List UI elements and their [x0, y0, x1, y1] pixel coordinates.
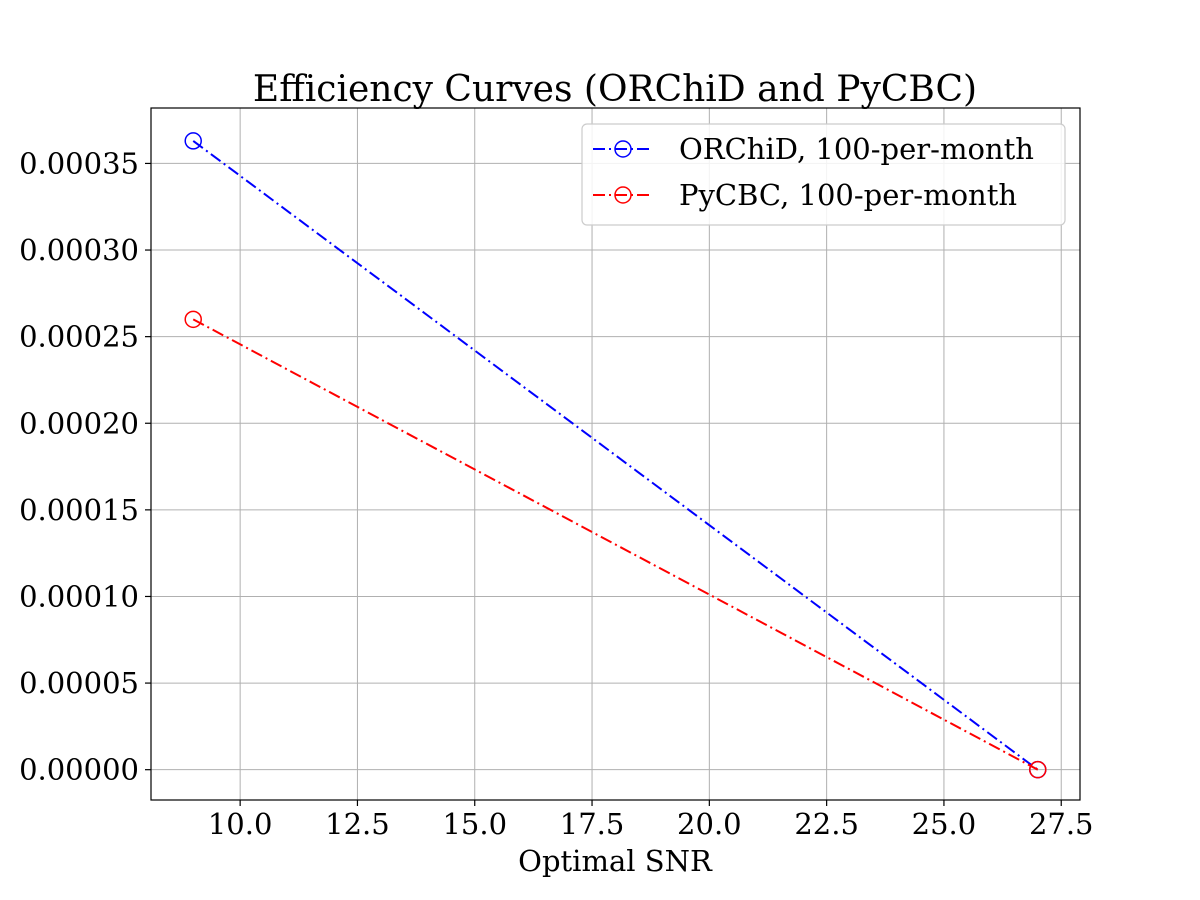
y-tick-label: 0.00020: [19, 406, 139, 440]
x-tick-label: 17.5: [560, 807, 625, 841]
x-tick-label: 20.0: [677, 807, 742, 841]
y-tick-label: 0.00015: [19, 493, 139, 527]
x-tick-label: 15.0: [442, 807, 507, 841]
data-point: [1029, 760, 1047, 779]
legend-entry-orchid: ORChiD, 100-per-month: [593, 132, 1034, 166]
legend-label-pycbc: PyCBC, 100-per-month: [679, 178, 1017, 212]
series-layer: [184, 132, 1047, 779]
legend-label-orchid: ORChiD, 100-per-month: [679, 132, 1034, 166]
series-pycbc: [184, 310, 1047, 779]
plot-frame: [150, 107, 1081, 801]
series-line: [192, 318, 1039, 771]
x-tick-label: 25.0: [912, 807, 977, 841]
legend: ORChiD, 100-per-month PyCBC, 100-per-mon…: [581, 123, 1066, 226]
legend-box: [581, 123, 1066, 226]
axis-ticks: 10.0 12.5 15.0 17.5 20.0 22.5 25.0 27.5 0.00000 0…: [19, 146, 1093, 841]
y-tick-label: 0.00000: [19, 753, 139, 787]
chart-title: Efficiency Curves (ORChiD and PyCBC): [253, 69, 977, 110]
x-tick-label: 10.0: [208, 807, 273, 841]
y-tick-label: 0.00035: [19, 146, 139, 180]
x-axis-label: Optimal SNR: [518, 844, 713, 878]
y-tick-label: 0.00030: [19, 233, 139, 267]
data-point: [184, 310, 202, 329]
x-tick-label: 27.5: [1029, 807, 1094, 841]
legend-entry-pycbc: PyCBC, 100-per-month: [593, 178, 1017, 212]
y-tick-label: 0.00010: [19, 579, 139, 613]
legend-marker-pycbc: [614, 186, 632, 204]
x-tick-label: 12.5: [325, 807, 390, 841]
y-tick-label: 0.00025: [19, 320, 139, 354]
legend-marker-orchid: [614, 140, 632, 158]
y-tick-label: 0.00005: [19, 666, 139, 700]
x-tick-label: 22.5: [794, 807, 859, 841]
data-point: [184, 132, 202, 150]
